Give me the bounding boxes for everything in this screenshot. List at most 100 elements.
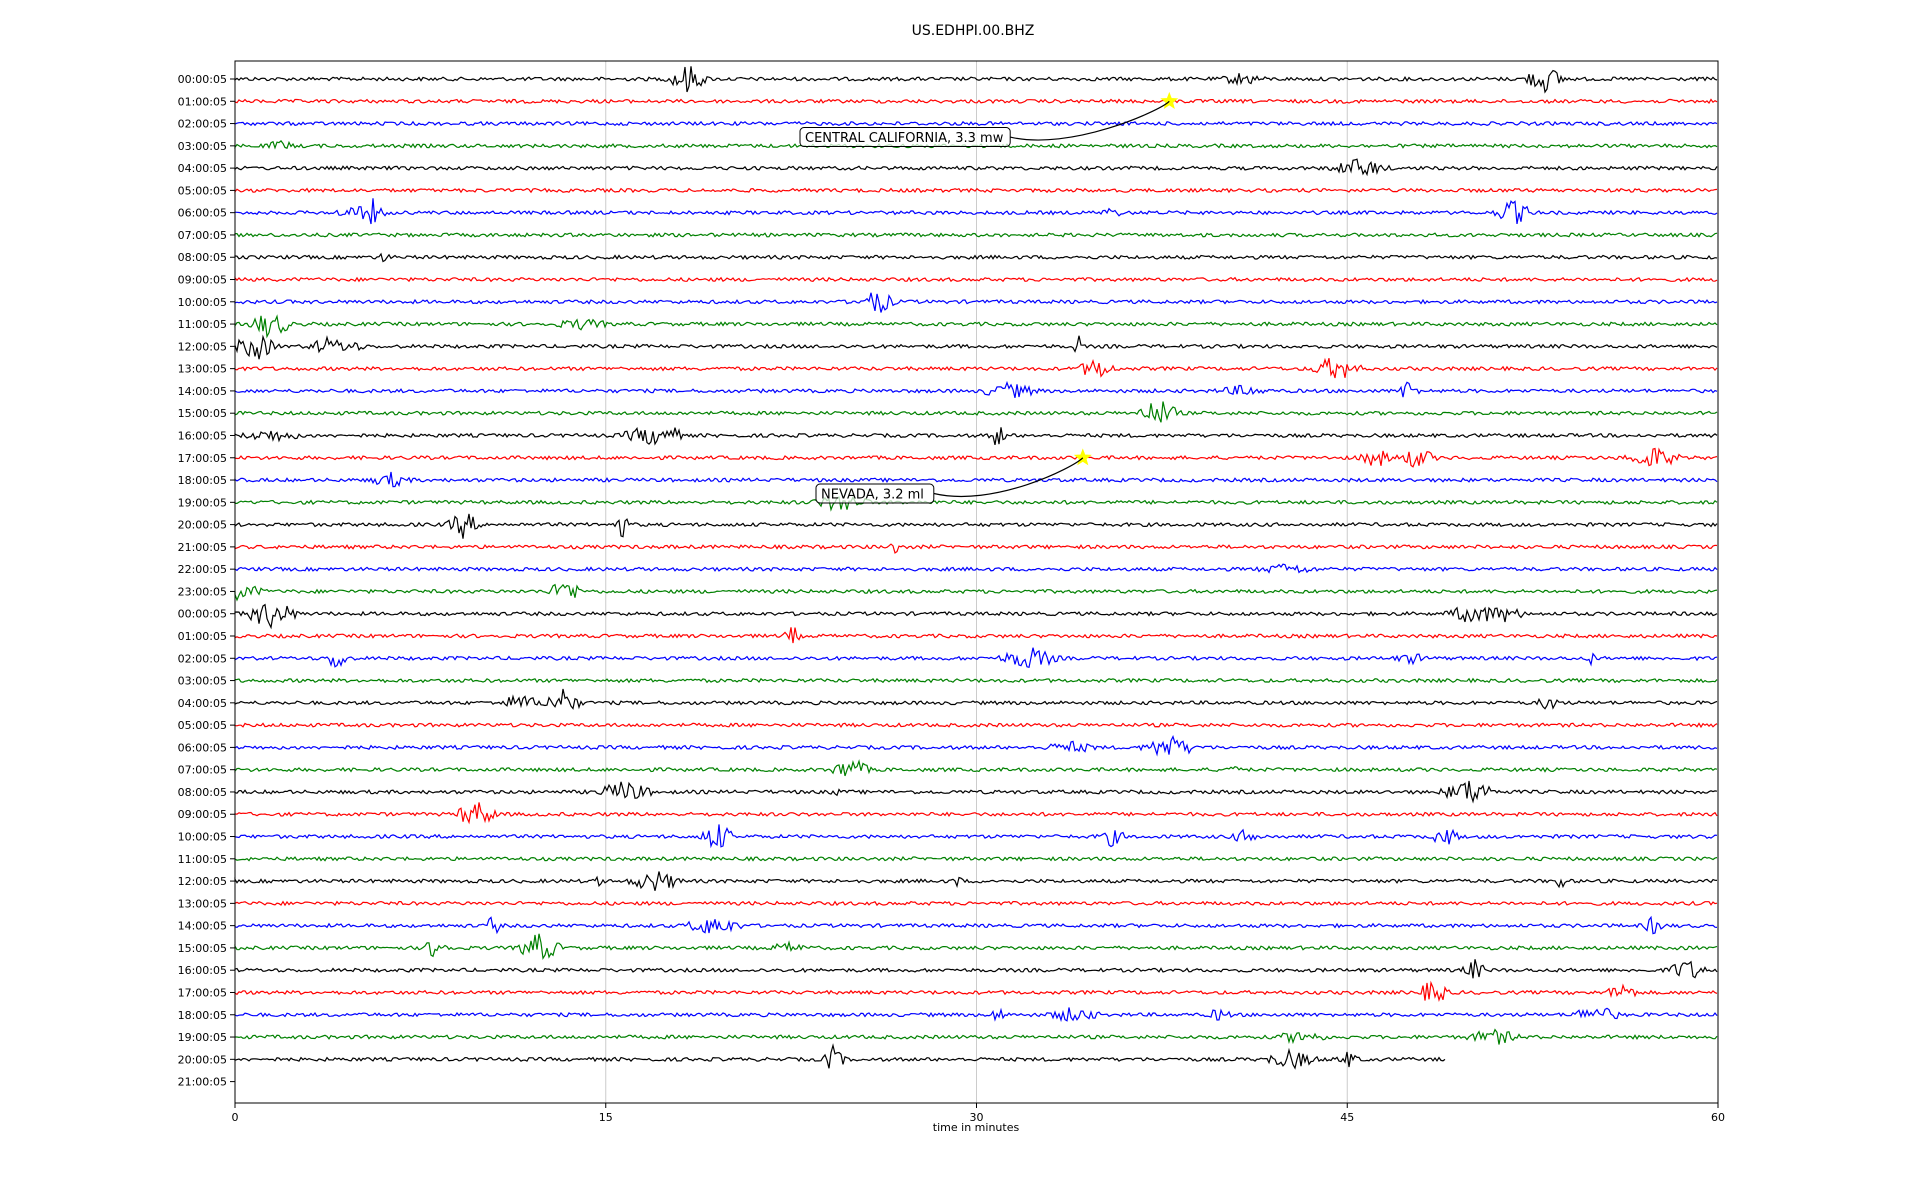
y-tick-label: 11:00:05: [178, 853, 227, 866]
trace-line: [234, 357, 1718, 379]
y-tick-label: 21:00:05: [178, 541, 227, 554]
y-tick-label: 10:00:05: [178, 831, 227, 844]
y-tick-label: 03:00:05: [178, 675, 227, 688]
y-tick-label: 21:00:05: [178, 1076, 227, 1089]
y-tick-label: 15:00:05: [178, 407, 227, 420]
y-tick-label: 14:00:05: [178, 385, 227, 398]
y-tick-label: 11:00:05: [178, 318, 227, 331]
y-tick-label: 19:00:05: [178, 1031, 227, 1044]
y-tick-label: 17:00:05: [178, 986, 227, 999]
y-tick-label: 19:00:05: [178, 496, 227, 509]
event-star-marker: [1160, 91, 1179, 109]
x-axis-ticks: 0 15 30 45 60: [232, 1103, 1725, 1124]
y-tick-label: 13:00:05: [178, 363, 227, 376]
event-label-box: [815, 483, 935, 504]
x-tick-label: 45: [1340, 1111, 1354, 1124]
y-tick-label: 20:00:05: [178, 519, 227, 532]
trace-line: [234, 187, 1718, 194]
trace-line: [234, 198, 1718, 225]
trace-line: [234, 66, 1718, 94]
y-tick-label: 01:00:05: [178, 95, 227, 108]
event-label: CENTRAL CALIFORNIA, 3.3 mw: [805, 131, 1004, 146]
trace-line: [234, 647, 1718, 669]
x-axis-label: time in minutes: [933, 1121, 1020, 1134]
x-tick-label: 0: [232, 1111, 239, 1124]
y-tick-label: 12:00:05: [178, 875, 227, 888]
y-tick-label: 09:00:05: [178, 274, 227, 287]
y-tick-label: 00:00:05: [178, 608, 227, 621]
trace-line: [234, 603, 1718, 630]
trace-line: [234, 688, 1718, 710]
trace-group: [234, 66, 1718, 1070]
x-tick-label: 60: [1711, 1111, 1725, 1124]
trace-line: [234, 759, 1718, 777]
trace-line: [234, 314, 1718, 339]
trace-line: [234, 824, 1718, 849]
trace-line: [234, 915, 1718, 935]
y-tick-label: 04:00:05: [178, 697, 227, 710]
trace-line: [234, 734, 1718, 757]
trace-line: [234, 471, 1718, 488]
y-tick-label: 18:00:05: [178, 474, 227, 487]
trace-line: [234, 401, 1718, 423]
y-tick-label: 15:00:05: [178, 942, 227, 955]
trace-line: [234, 158, 1718, 177]
y-tick-label: 07:00:05: [178, 764, 227, 777]
trace-line: [234, 276, 1718, 283]
trace-line: [234, 252, 1718, 263]
y-axis-ticks: 00:00:05 01:00:05 02:00:05 03:00:05 04:00:05…: [178, 73, 235, 1089]
x-tick-label: 30: [970, 1111, 984, 1124]
y-tick-label: 06:00:05: [178, 207, 227, 220]
trace-line: [234, 513, 1718, 539]
trace-line: [234, 543, 1718, 554]
trace-line: [234, 120, 1718, 127]
event-annotations: CENTRAL CALIFORNIA, 3.3 mw NEVADA, 3.2 ml: [799, 91, 1179, 504]
trace-line: [235, 1028, 1718, 1045]
event-label: NEVADA, 3.2 ml: [821, 488, 924, 503]
y-tick-label: 03:00:05: [178, 140, 227, 153]
y-tick-label: 17:00:05: [178, 452, 227, 465]
event-star-marker: [1073, 448, 1092, 466]
trace-line: [234, 959, 1718, 979]
trace-line: [234, 1007, 1718, 1023]
y-tick-label: 05:00:05: [178, 184, 227, 197]
y-tick-label: 06:00:05: [178, 741, 227, 754]
trace-line: [234, 447, 1718, 468]
y-tick-label: 12:00:05: [178, 340, 227, 353]
trace-line: [234, 98, 1718, 105]
event-connector: [933, 457, 1084, 498]
trace-line: [234, 677, 1718, 684]
event-label-box: [799, 127, 1011, 148]
trace-line: [234, 232, 1718, 238]
y-tick-label: 14:00:05: [178, 920, 227, 933]
chart-title: US.EDHPI.00.BHZ: [912, 23, 1035, 39]
y-tick-label: 16:00:05: [178, 964, 227, 977]
trace-line: [234, 426, 1718, 446]
y-tick-label: 04:00:05: [178, 162, 227, 175]
trace-line: [234, 900, 1718, 907]
y-tick-label: 02:00:05: [178, 118, 227, 131]
trace-line: [234, 933, 1718, 961]
y-tick-label: 08:00:05: [178, 251, 227, 264]
y-tick-label: 01:00:05: [178, 630, 227, 643]
event-connector: [1010, 100, 1170, 141]
x-tick-label: 15: [599, 1111, 613, 1124]
y-tick-label: 09:00:05: [178, 808, 227, 821]
trace-line: [234, 722, 1718, 729]
trace-line: [234, 980, 1718, 1003]
trace-line: [234, 780, 1718, 804]
y-tick-label: 13:00:05: [178, 897, 227, 910]
y-tick-label: 02:00:05: [178, 652, 227, 665]
trace-line: [234, 627, 1718, 644]
trace-line: [234, 1043, 1446, 1070]
trace-line: [234, 380, 1718, 398]
trace-line: [234, 495, 1718, 512]
trace-line: [234, 292, 1718, 313]
trace-line: [234, 583, 1718, 602]
trace-line: [234, 871, 1718, 891]
y-tick-label: 07:00:05: [178, 229, 227, 242]
y-tick-label: 00:00:05: [178, 73, 227, 86]
y-tick-label: 23:00:05: [178, 585, 227, 598]
